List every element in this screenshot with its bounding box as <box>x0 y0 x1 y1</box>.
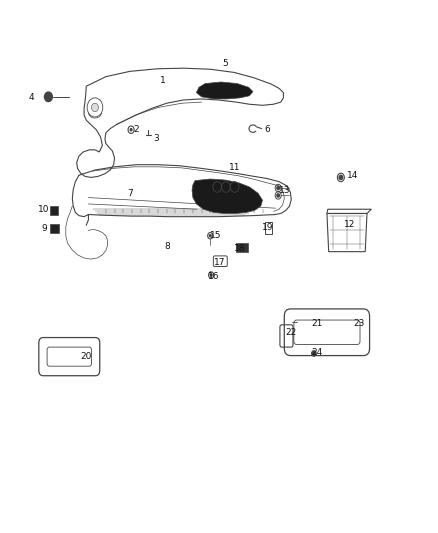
Polygon shape <box>192 179 262 214</box>
Circle shape <box>339 175 343 180</box>
Circle shape <box>45 92 52 102</box>
Circle shape <box>130 128 132 131</box>
Bar <box>50 224 59 232</box>
Text: 17: 17 <box>214 258 226 266</box>
Text: 16: 16 <box>208 271 219 280</box>
Circle shape <box>209 235 211 237</box>
Text: 8: 8 <box>164 242 170 251</box>
Text: 24: 24 <box>312 348 323 357</box>
FancyBboxPatch shape <box>213 256 227 266</box>
Text: 3: 3 <box>153 134 159 143</box>
Circle shape <box>277 194 279 197</box>
Bar <box>265 222 272 233</box>
Text: 4: 4 <box>28 93 34 102</box>
Circle shape <box>210 274 212 276</box>
Text: 10: 10 <box>38 205 50 214</box>
Circle shape <box>277 187 279 190</box>
Polygon shape <box>196 82 253 99</box>
Text: 12: 12 <box>344 220 355 229</box>
Circle shape <box>312 351 316 356</box>
Circle shape <box>92 103 99 112</box>
Text: 13: 13 <box>279 185 290 195</box>
Text: 11: 11 <box>229 164 240 172</box>
Text: 7: 7 <box>127 189 133 198</box>
Text: 19: 19 <box>262 223 273 232</box>
Text: 15: 15 <box>210 231 221 240</box>
Text: 18: 18 <box>234 244 246 253</box>
Text: 23: 23 <box>353 319 365 328</box>
Text: 9: 9 <box>41 224 47 233</box>
Text: 2: 2 <box>134 125 139 134</box>
Text: 14: 14 <box>347 171 359 180</box>
Text: 6: 6 <box>264 125 270 134</box>
Text: 21: 21 <box>312 319 323 328</box>
Text: 1: 1 <box>159 76 165 85</box>
Text: 20: 20 <box>81 352 92 361</box>
Text: 5: 5 <box>223 60 228 68</box>
Text: 22: 22 <box>285 328 297 337</box>
Bar <box>50 206 58 215</box>
Bar <box>236 243 248 252</box>
